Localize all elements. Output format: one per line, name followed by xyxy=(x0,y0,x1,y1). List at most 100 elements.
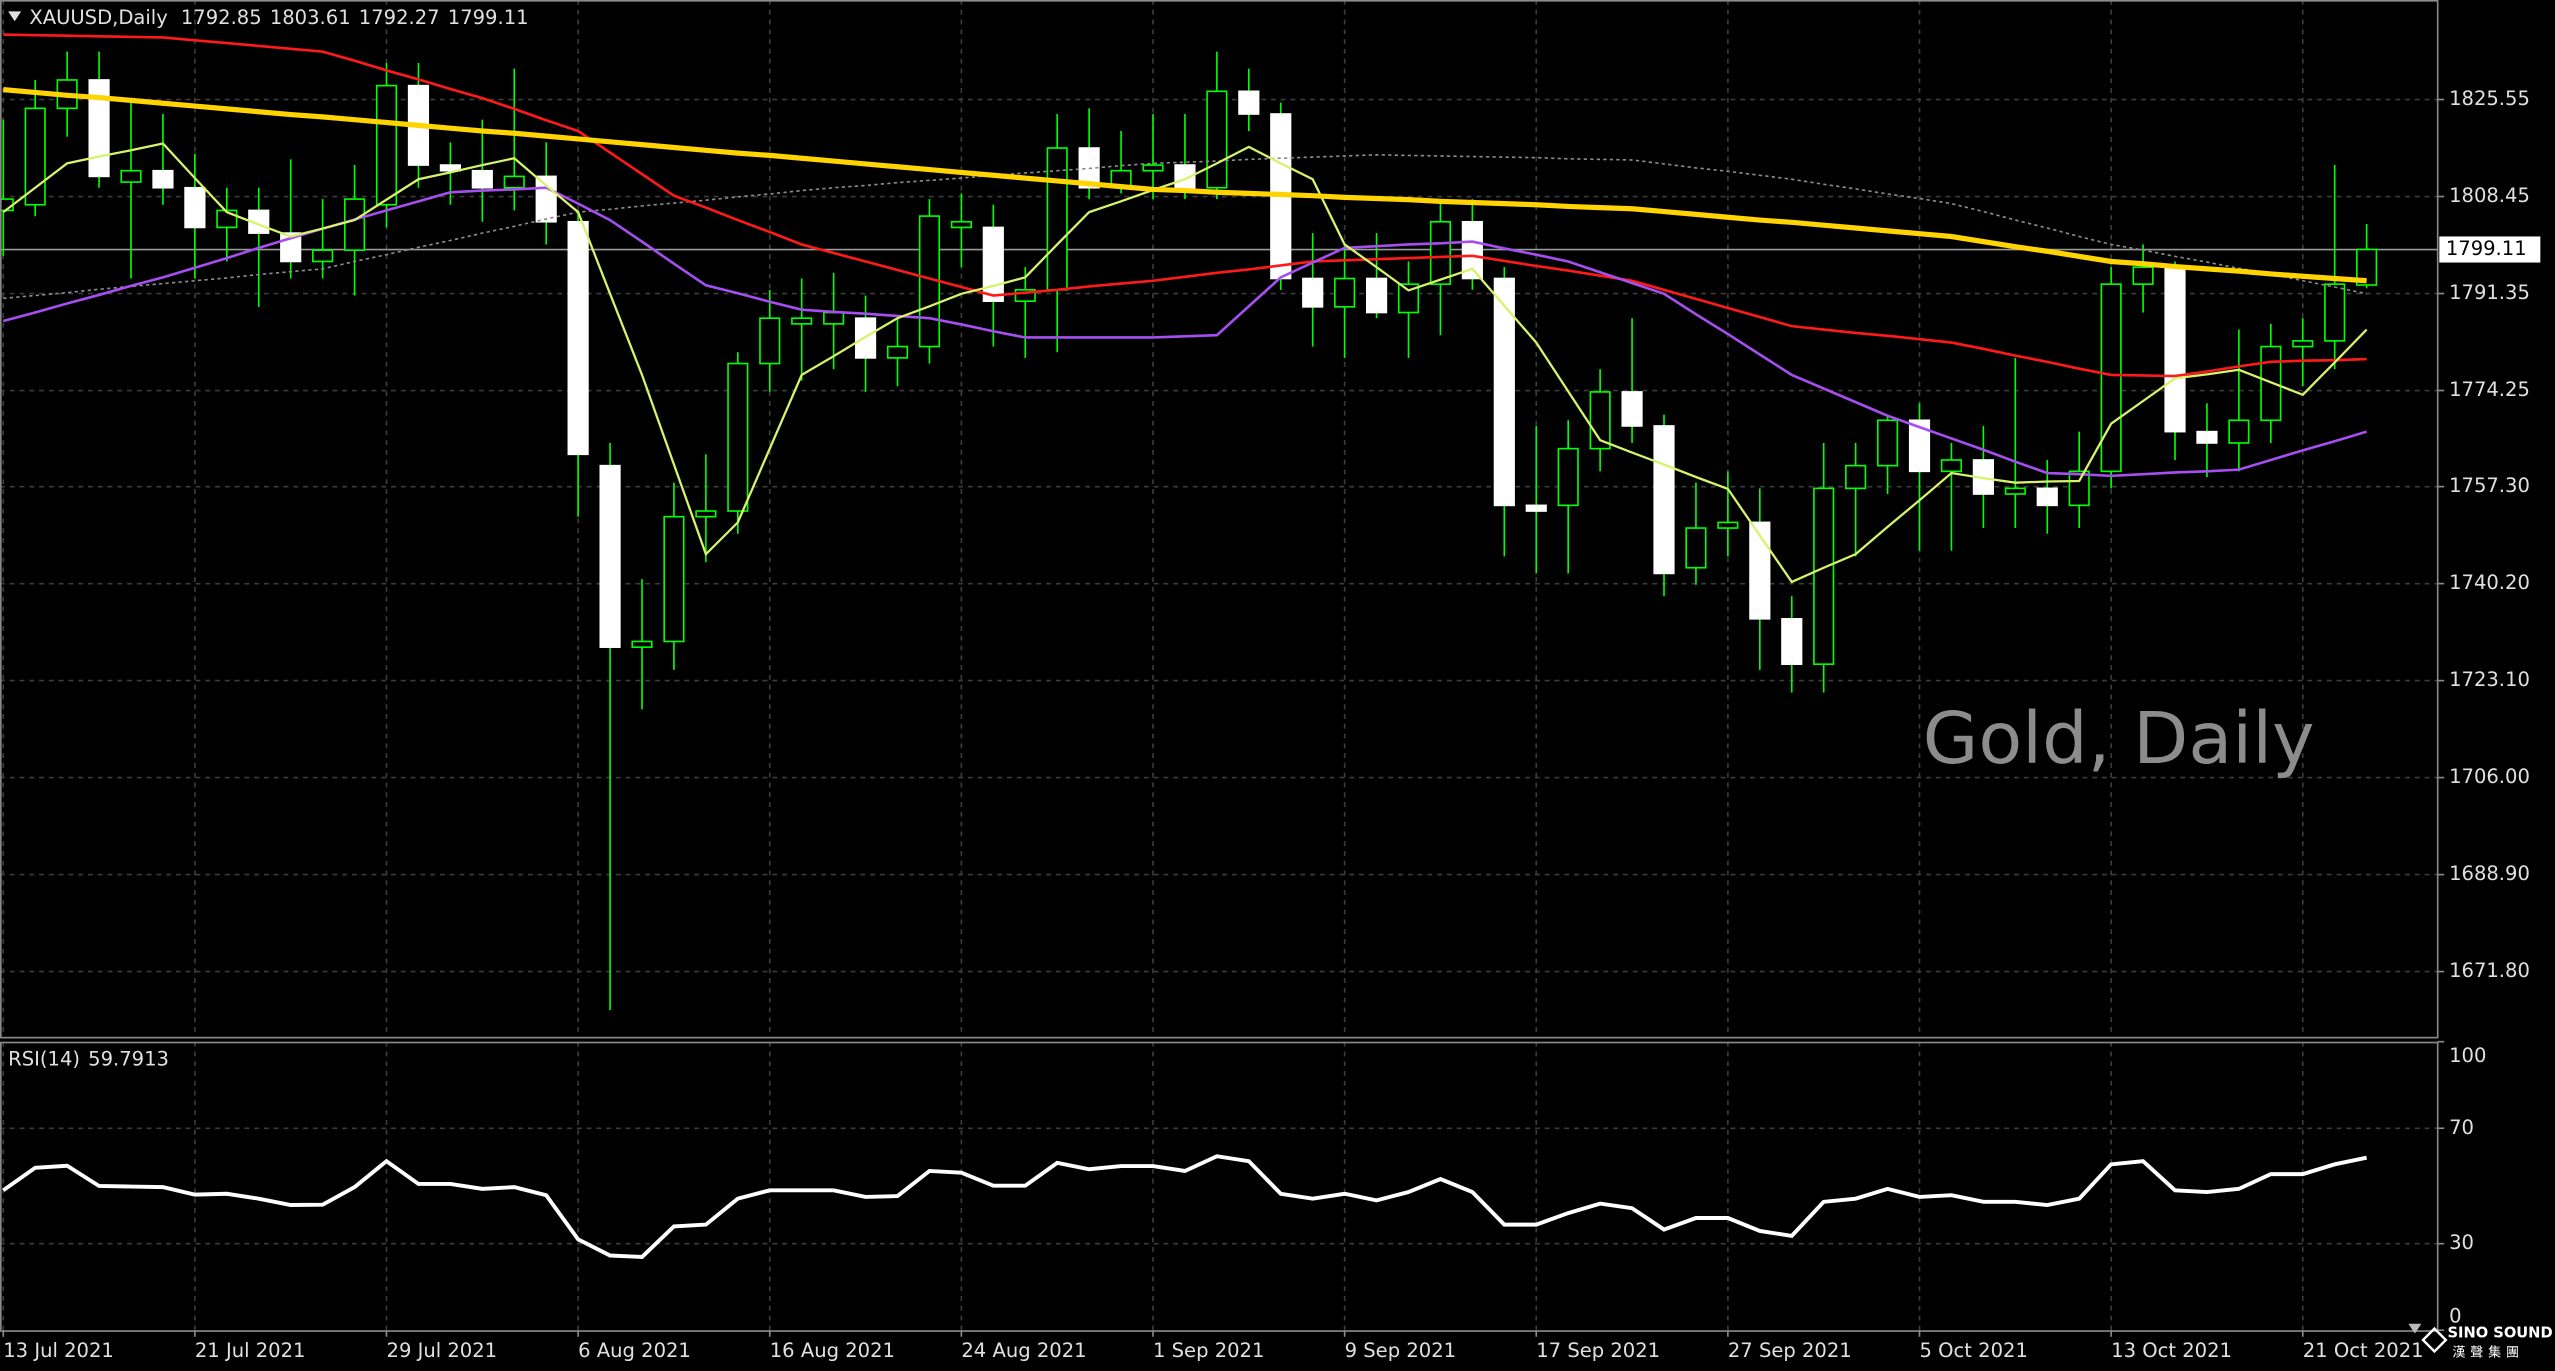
y-tick-label: 1757.30 xyxy=(2449,474,2530,497)
candle-body-up xyxy=(727,362,749,512)
x-tick-label: 13 Jul 2021 xyxy=(3,1339,114,1362)
candle-body-up xyxy=(631,640,653,648)
rsi-y-tick-label: 70 xyxy=(2449,1116,2474,1139)
candle-body-up xyxy=(1334,277,1356,308)
candle-body-up xyxy=(759,317,781,365)
candle-body-up xyxy=(1845,464,1867,490)
x-tick-label: 27 Sep 2021 xyxy=(1728,1339,1852,1362)
rsi-line xyxy=(2,1154,2368,1259)
marks-layer xyxy=(0,33,2378,1259)
candle-body-up xyxy=(1206,90,1228,189)
moving-average xyxy=(2,142,2368,584)
rsi-y-tick-label: 0 xyxy=(2449,1305,2461,1328)
price-label: 1799.11 xyxy=(2446,237,2527,260)
rsi-header: RSI(14) 59.7913 xyxy=(8,1047,169,1070)
candle-body-up xyxy=(343,198,366,251)
candle-body-down xyxy=(982,226,1004,302)
logo-icon xyxy=(2421,1326,2448,1354)
x-tick-label: 1 Sep 2021 xyxy=(1153,1339,1264,1362)
candle-body-up xyxy=(2228,419,2250,444)
candle-body-down xyxy=(1908,419,1931,473)
candle-body-down xyxy=(439,164,461,172)
main-panel-border xyxy=(0,0,2439,1039)
candle-body-up xyxy=(1813,487,1835,665)
candle-body-down xyxy=(1525,504,1547,512)
y-tick-label: 1706.00 xyxy=(2449,765,2530,788)
candle-body-up xyxy=(2356,248,2378,286)
candle-body-down xyxy=(1493,277,1515,507)
candle-body-up xyxy=(1429,220,1452,285)
candle-body-up xyxy=(791,317,813,325)
logo-subtext: 漢聲集團 xyxy=(2452,1345,2524,1361)
candle-body-down xyxy=(1302,277,1324,308)
rsi-current: 59.7913 xyxy=(88,1047,169,1070)
x-tick-label: 17 Sep 2021 xyxy=(1536,1339,1660,1362)
candle-body-down xyxy=(1621,391,1643,427)
candle-body-up xyxy=(1876,419,1899,467)
candle-body-down xyxy=(2164,266,2186,433)
x-tick-label: 21 Oct 2021 xyxy=(2303,1339,2424,1362)
watermark: Gold, Daily xyxy=(1923,696,2315,780)
candle-body-up xyxy=(2004,487,2026,495)
candle-body-up xyxy=(503,175,525,189)
candle-body-up xyxy=(1557,447,1579,507)
candle-body-down xyxy=(1365,277,1388,314)
candle-body-up xyxy=(695,510,717,518)
candle-body-up xyxy=(1046,147,1068,291)
x-tick-label: 29 Jul 2021 xyxy=(387,1339,498,1362)
candle-body-up xyxy=(1142,164,1164,172)
candle-body-down xyxy=(1653,425,1675,575)
y-tick-label: 1808.45 xyxy=(2449,184,2530,207)
x-tick-label: 13 Oct 2021 xyxy=(2111,1339,2232,1362)
candle-body-up xyxy=(2132,266,2154,285)
rsi-y-tick-label: 100 xyxy=(2449,1044,2486,1067)
collapse-triangle[interactable] xyxy=(8,11,22,22)
candle-body-down xyxy=(535,175,557,223)
x-tick-label: 21 Jul 2021 xyxy=(195,1339,306,1362)
candle-body-up xyxy=(1717,521,1739,529)
rsi-panel-border xyxy=(0,1041,2439,1332)
candle-body-up xyxy=(1014,289,1036,302)
x-tick-label: 24 Aug 2021 xyxy=(961,1339,1086,1362)
y-tick-label: 1723.10 xyxy=(2449,668,2530,691)
candle-body-down xyxy=(599,464,621,648)
x-tick-label: 5 Oct 2021 xyxy=(1920,1339,2028,1362)
candle-body-down xyxy=(1781,617,1803,665)
candle-body-down xyxy=(88,79,110,178)
rsi-y-tick-label: 30 xyxy=(2449,1231,2474,1254)
logo-text: SINO SOUND xyxy=(2447,1325,2552,1342)
moving-average xyxy=(3,87,2367,284)
candle-body-up xyxy=(1685,527,1707,569)
candle-body-down xyxy=(2036,487,2058,507)
moving-average xyxy=(3,33,2367,378)
candle-body-up xyxy=(2324,283,2346,342)
y-tick-label: 1774.25 xyxy=(2449,378,2530,401)
candle-body-up xyxy=(375,84,398,206)
candle-body-up xyxy=(1397,283,1420,314)
candle-body-up xyxy=(24,107,46,206)
candle-body-down xyxy=(2196,430,2218,444)
rsi-title: RSI(14) xyxy=(8,1047,80,1070)
candle-body-up xyxy=(2068,470,2090,507)
y-tick-label: 1671.80 xyxy=(2449,959,2530,982)
candle-body-up xyxy=(120,169,142,183)
logo: SINO SOUND 漢聲集團 xyxy=(2421,1325,2553,1361)
x-tick-label: 16 Aug 2021 xyxy=(770,1339,895,1362)
candle-body-up xyxy=(2100,283,2122,473)
y-tick-label: 1688.90 xyxy=(2449,862,2530,885)
header-high: 1803.61 xyxy=(270,5,351,28)
candle-body-up xyxy=(663,515,685,643)
candle-body-down xyxy=(152,169,174,189)
candle-body-up xyxy=(823,311,845,325)
candle-body-down xyxy=(471,169,493,189)
y-tick-label: 1791.35 xyxy=(2449,281,2530,304)
candle-body-down xyxy=(184,186,206,229)
moving-average xyxy=(3,154,2367,300)
price-label-box xyxy=(2439,236,2541,263)
header-close: 1799.11 xyxy=(448,5,529,28)
candle-body-up xyxy=(312,249,334,263)
symbol-title: XAUUSD,Daily xyxy=(29,5,167,28)
candle-body-down xyxy=(567,220,589,456)
